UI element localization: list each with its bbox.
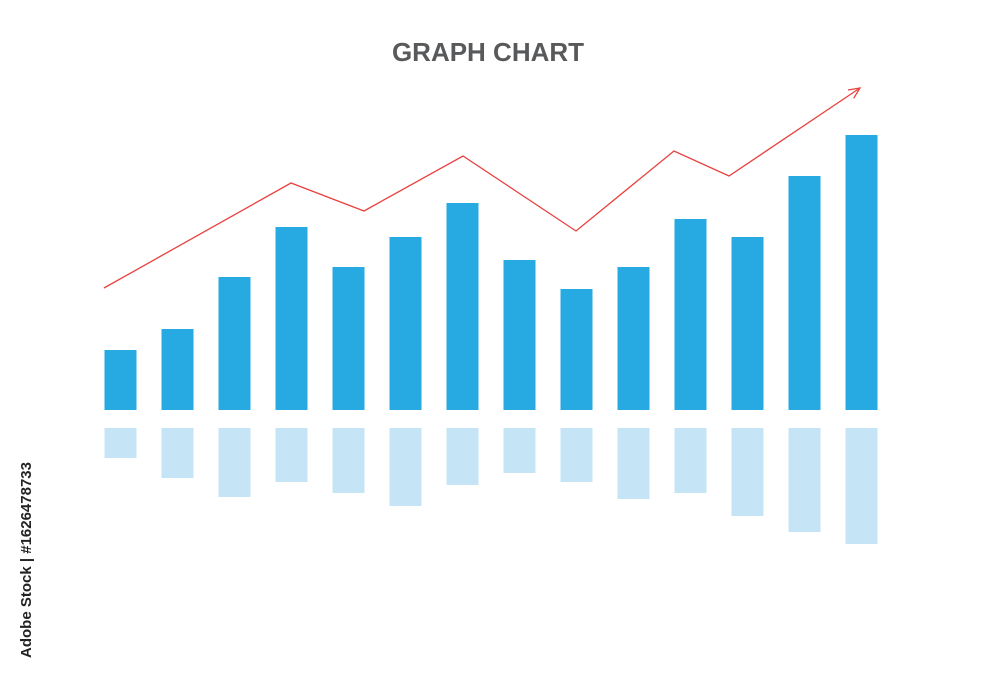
bar [218,277,251,410]
bar [446,203,479,410]
bar [560,289,593,410]
reflection-bar [218,428,251,497]
watermark: Adobe Stock | #1626478733 [18,462,35,658]
bar [104,350,137,410]
trend-line [103,87,862,289]
bar [788,176,821,410]
reflection-bar [788,428,821,532]
reflection-bar [275,428,308,482]
chart-title: GRAPH CHART [392,37,584,67]
bar [617,267,650,410]
reflection-bar [845,428,878,544]
bar [161,329,194,410]
bar [731,237,764,410]
bar [332,267,365,410]
reflection-bar [104,428,137,458]
reflection-bar [731,428,764,516]
reflection-bar [674,428,707,493]
reflection-bar [161,428,194,478]
reflection-bar [617,428,650,499]
bar [503,260,536,410]
reflection-bar [503,428,536,473]
bar [275,227,308,410]
reflection-bar [446,428,479,485]
bar [674,219,707,410]
bar [389,237,422,410]
bar [845,135,878,410]
reflection-bar [332,428,365,493]
reflection-bar [560,428,593,482]
reflection-bar [389,428,422,506]
